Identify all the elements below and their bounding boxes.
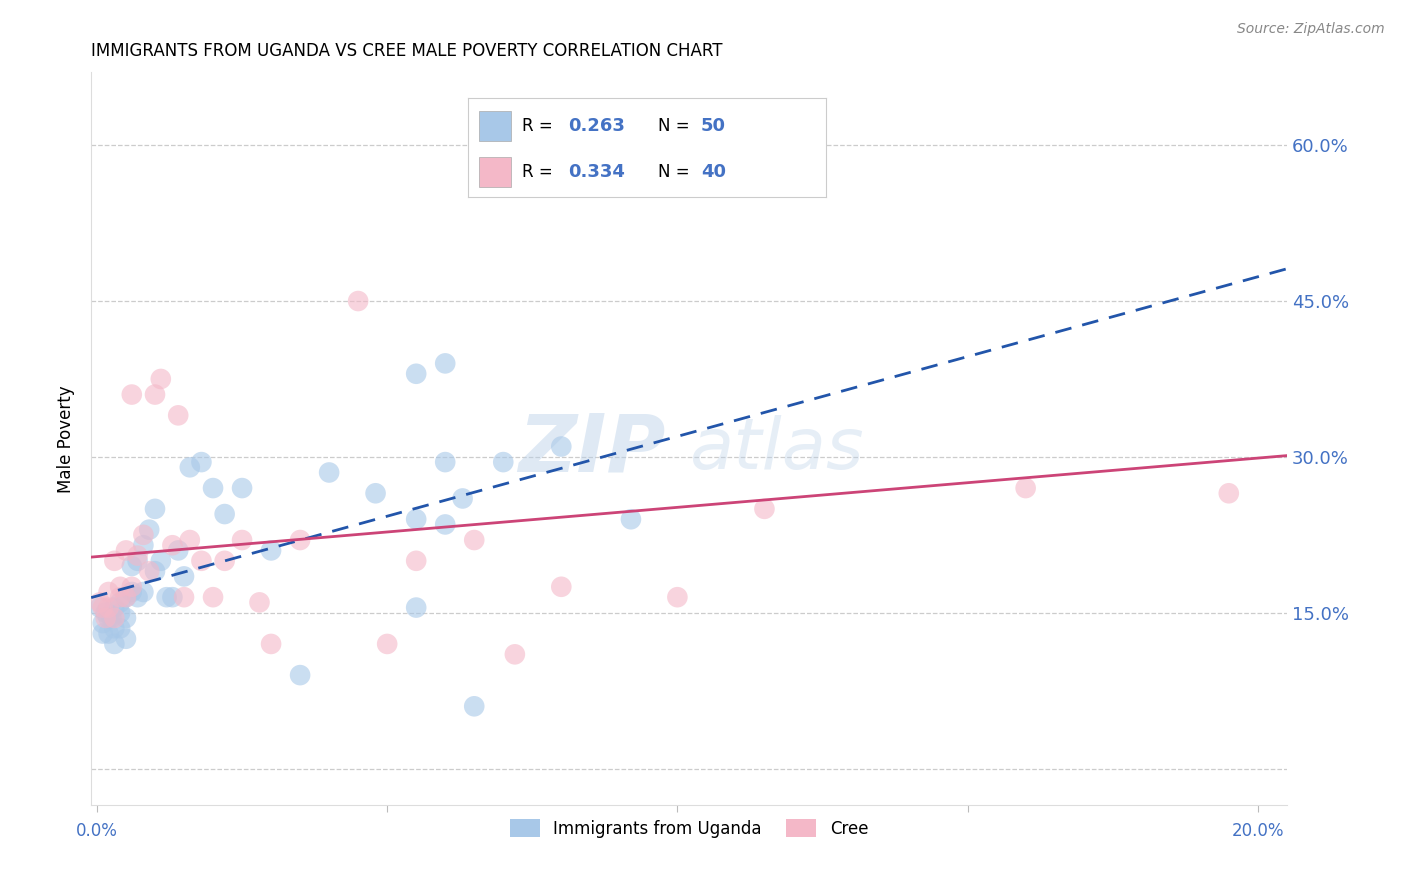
Point: [492, 455, 515, 469]
Point: [405, 367, 427, 381]
Point: [451, 491, 474, 506]
Point: [318, 466, 340, 480]
Point: [94, 611, 117, 625]
Point: [100, 611, 122, 625]
Point: [149, 372, 172, 386]
Point: [108, 580, 131, 594]
Point: [202, 481, 225, 495]
Point: [375, 637, 398, 651]
Point: [149, 554, 172, 568]
Point: [260, 637, 283, 651]
Point: [167, 409, 190, 423]
Point: [115, 611, 138, 625]
Point: [162, 590, 184, 604]
Point: [162, 538, 184, 552]
Point: [121, 387, 143, 401]
Text: ZIP: ZIP: [517, 410, 665, 489]
Point: [97, 585, 120, 599]
Point: [127, 554, 149, 568]
Point: [115, 590, 138, 604]
Point: [97, 626, 120, 640]
Y-axis label: Male Poverty: Male Poverty: [58, 385, 75, 492]
Point: [132, 538, 155, 552]
Point: [231, 533, 253, 547]
Point: [91, 600, 114, 615]
Point: [121, 585, 143, 599]
Point: [167, 543, 190, 558]
Point: [103, 621, 125, 635]
Point: [97, 600, 120, 615]
Point: [115, 590, 138, 604]
Point: [190, 554, 212, 568]
Point: [127, 590, 149, 604]
Point: [91, 626, 114, 640]
Point: [288, 668, 311, 682]
Point: [121, 559, 143, 574]
Point: [405, 600, 427, 615]
Point: [231, 481, 253, 495]
Text: atlas: atlas: [689, 415, 863, 484]
Text: IMMIGRANTS FROM UGANDA VS CREE MALE POVERTY CORRELATION CHART: IMMIGRANTS FROM UGANDA VS CREE MALE POVE…: [91, 42, 723, 60]
Point: [202, 590, 225, 604]
Point: [173, 590, 195, 604]
Point: [97, 611, 120, 625]
Point: [434, 356, 457, 370]
Point: [754, 501, 776, 516]
Point: [1014, 481, 1036, 495]
Point: [463, 533, 485, 547]
Point: [347, 293, 370, 308]
Point: [190, 455, 212, 469]
Point: [121, 580, 143, 594]
Point: [579, 122, 602, 136]
Point: [138, 564, 160, 578]
Point: [620, 512, 643, 526]
Point: [108, 606, 131, 620]
Point: [103, 554, 125, 568]
Legend: Immigrants from Uganda, Cree: Immigrants from Uganda, Cree: [503, 813, 875, 845]
Point: [550, 440, 572, 454]
Point: [143, 501, 166, 516]
Point: [89, 600, 111, 615]
Point: [103, 600, 125, 615]
Point: [89, 595, 111, 609]
Point: [463, 699, 485, 714]
Point: [103, 611, 125, 625]
Point: [405, 554, 427, 568]
Point: [127, 549, 149, 563]
Point: [108, 590, 131, 604]
Point: [143, 564, 166, 578]
Point: [91, 616, 114, 631]
Point: [434, 455, 457, 469]
Point: [108, 595, 131, 609]
Point: [143, 387, 166, 401]
Point: [364, 486, 387, 500]
Point: [405, 512, 427, 526]
Point: [155, 590, 177, 604]
Point: [214, 507, 236, 521]
Point: [179, 460, 201, 475]
Text: 0.0%: 0.0%: [76, 822, 118, 839]
Point: [214, 554, 236, 568]
Point: [179, 533, 201, 547]
Point: [138, 523, 160, 537]
Point: [288, 533, 311, 547]
Point: [132, 585, 155, 599]
Point: [173, 569, 195, 583]
Point: [132, 528, 155, 542]
Point: [108, 621, 131, 635]
Text: 20.0%: 20.0%: [1232, 822, 1284, 839]
Point: [115, 632, 138, 646]
Point: [550, 580, 572, 594]
Point: [260, 543, 283, 558]
Point: [249, 595, 271, 609]
Point: [666, 590, 689, 604]
Text: Source: ZipAtlas.com: Source: ZipAtlas.com: [1237, 22, 1385, 37]
Point: [103, 637, 125, 651]
Point: [434, 517, 457, 532]
Point: [94, 606, 117, 620]
Point: [115, 543, 138, 558]
Point: [503, 648, 526, 662]
Point: [1218, 486, 1240, 500]
